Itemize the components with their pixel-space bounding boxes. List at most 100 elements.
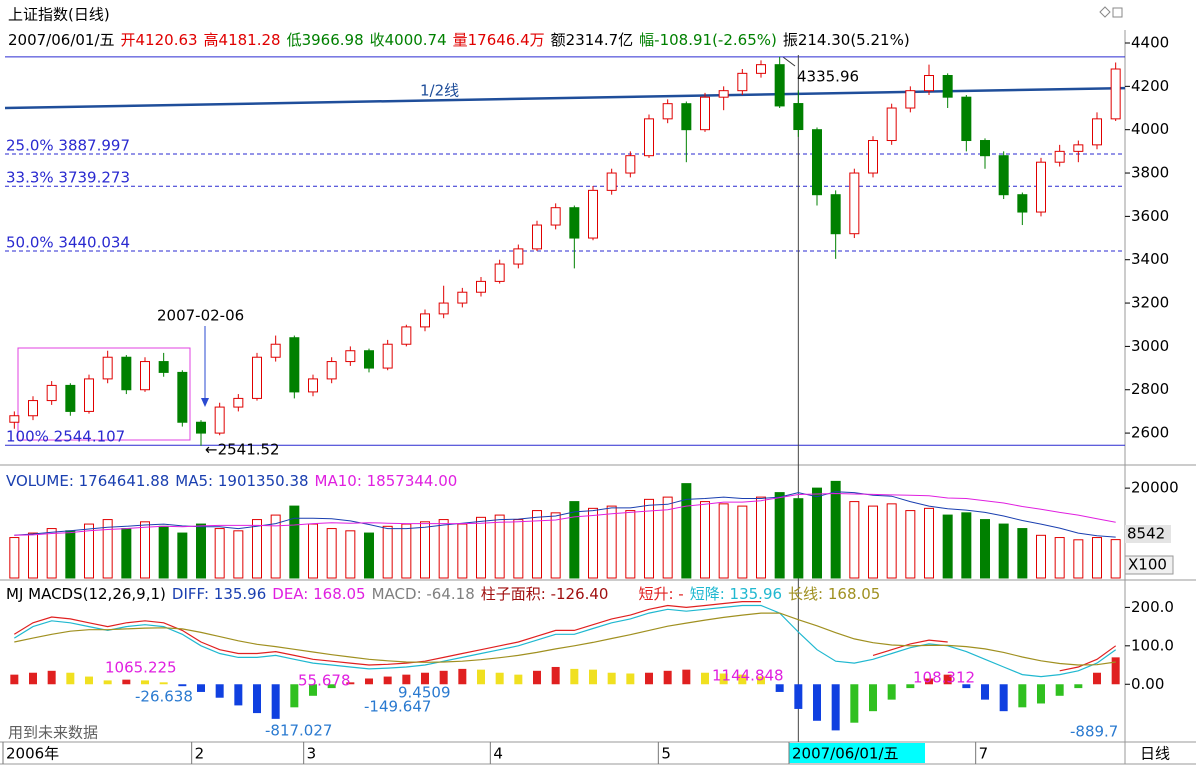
y-tick-label: 0.00 [1131,675,1164,693]
quote-item: 幅-108.91(-2.65%) [639,31,777,49]
period-label: 日线 [1140,745,1170,763]
volume-bar [214,528,225,579]
volume-bar [420,521,430,579]
candle-body [102,356,113,380]
legend-item: DIFF: 135.96 [172,585,266,603]
macd-bar [1037,684,1045,704]
volume-bar [252,519,262,579]
macd-bar [682,669,691,685]
macd-bar [477,669,485,685]
candle-body [793,103,804,131]
macd-bar [887,684,896,700]
macd-annotation: -817.027 [265,722,332,740]
y-tick-label: 3400 [1131,250,1169,268]
candle-body [270,343,281,358]
macd-annotation: -889.7 [1070,723,1118,741]
candle-body [1073,144,1084,152]
y-tick-label: 100.0 [1131,636,1174,654]
candle-body [924,75,934,92]
volume-bar [812,487,822,579]
macd-bar [1093,672,1101,685]
candle-body [606,172,617,191]
macd-bar [831,684,840,731]
volume-bar [980,519,990,579]
candle-body [644,118,654,157]
volume-bar [606,505,617,579]
candle-body [438,302,449,315]
candle-body [140,361,150,391]
series-line [14,612,1116,666]
volume-bar [700,501,710,579]
candle-body [326,361,337,380]
macd-bar [309,684,317,696]
arrow-head [201,398,209,407]
x-tick-label: 2007/06/01/五 [792,745,899,763]
x-tick-label: 5 [661,745,671,763]
icon[interactable] [1112,7,1123,18]
series-line [13,604,1117,678]
macd-bar [570,668,579,685]
macd-bar [925,678,933,685]
macd-bar [1074,684,1083,689]
candle-body [289,337,300,393]
volume-bar [998,523,1009,579]
quote-item: 2007/06/01/五 [8,31,115,49]
volume-bar [46,528,57,579]
candle-body [737,72,748,92]
volume-bar [868,505,878,579]
candle-body [252,356,262,399]
panel-title: MJ MACDS(12,26,9,1) DIFF: 135.96 DEA: 168.… [6,585,880,603]
volume-bar [438,519,449,579]
macd-annotation: 9.4509 [398,684,451,702]
macd-bar [159,682,168,685]
y-tick-label: 20000 [1131,479,1179,497]
candle-body [625,155,636,174]
candle-body [513,248,524,265]
macd-annotation: 1144.848 [712,667,784,685]
macd-bar [663,670,672,685]
volume-bar [476,516,486,579]
macd-bar [47,670,56,685]
level-label: 33.3% 3739.273 [6,169,130,187]
macd-bar [514,674,523,685]
candle-body [345,350,356,363]
candle-body [1054,150,1065,163]
volume-bar [1092,537,1102,579]
y-tick-label: 4000 [1131,120,1169,138]
quote-item: 量17646.4万 [453,31,545,49]
macd-bar [66,672,75,685]
icon[interactable] [1099,6,1111,18]
macd-bar [290,684,299,708]
macd-bar [962,684,971,689]
volume-bar [718,503,729,579]
macd-bar [29,672,37,685]
candle-body [718,90,729,98]
candle-body [46,384,57,402]
chart-title: 上证指数(日线) [8,6,110,24]
volume-bar [1036,534,1046,579]
macd-bar [794,684,803,709]
candle-body [998,155,1009,196]
y-tick-label: 200.0 [1131,598,1174,616]
candle-body [401,326,412,345]
candle-body [868,140,878,174]
volume-bar [942,514,953,579]
candle-body [830,194,841,235]
candle-body [308,378,318,393]
macd-bar [439,670,448,685]
macd-bar [607,672,616,685]
candle-body [494,263,505,282]
candle-body [849,172,860,235]
x-tick-label: 4 [493,745,503,763]
candle-body [700,96,710,131]
macd-bar [365,678,373,685]
candle-body [812,129,822,196]
candle-body [569,207,580,239]
candle-body [961,96,972,142]
macd-bar [495,672,504,685]
candle-body [980,140,990,157]
volume-bar [1110,539,1121,579]
quote-item: 高4181.28 [204,31,281,49]
